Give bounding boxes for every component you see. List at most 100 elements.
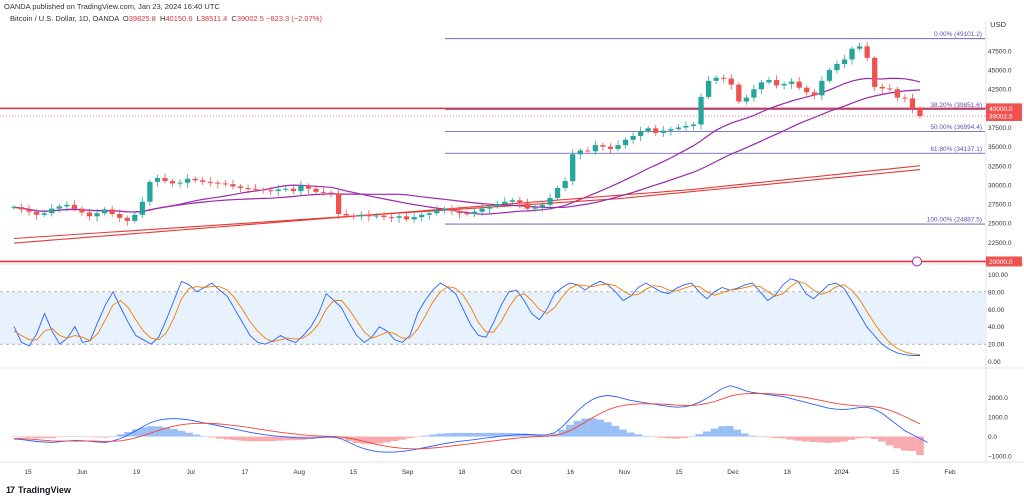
candle-body	[841, 59, 848, 64]
currency-label: USD	[990, 20, 1006, 29]
fib-level-label: 50.00% (36994.4)	[930, 124, 982, 131]
macd-histogram-bar	[63, 436, 72, 437]
candle-body	[638, 131, 644, 136]
candle-body	[449, 208, 455, 211]
macd-histogram-bar	[855, 436, 863, 439]
macd-histogram-bar	[725, 425, 734, 437]
candle-body	[426, 213, 432, 215]
candle-body	[796, 81, 802, 88]
macd-histogram-bar	[832, 436, 841, 443]
candle-body	[660, 130, 666, 133]
candle-body	[471, 211, 478, 215]
candle-body	[162, 178, 168, 182]
candle-body	[554, 187, 561, 198]
candle-body	[509, 200, 515, 202]
macd-histogram-bar	[253, 436, 262, 442]
macd-histogram-bar	[710, 428, 719, 437]
candle-body	[721, 77, 727, 79]
candle-body	[456, 210, 463, 214]
macd-histogram-bar	[756, 436, 764, 438]
tradingview-logo-icon: 17	[6, 485, 15, 495]
time-tick-label: 19	[133, 469, 141, 476]
candle-body	[117, 214, 123, 218]
macd-histogram-bar	[132, 429, 140, 437]
candle-body	[185, 178, 191, 183]
candle-body	[539, 204, 546, 208]
price-label-text: 39002.5	[989, 114, 1013, 121]
candle-body	[351, 215, 357, 217]
macd-histogram-bar	[680, 436, 688, 438]
candle-body	[653, 128, 659, 133]
macd-histogram-bar	[741, 433, 749, 437]
candle-body	[101, 209, 108, 214]
candle-body	[222, 183, 229, 185]
time-tick-label: Dec	[727, 469, 739, 476]
candle-body	[64, 204, 70, 207]
macd-histogram-bar	[664, 436, 673, 439]
stoch-tick-label: 100.00	[988, 272, 1008, 279]
symbol-title: Bitcoin / U.S. Dollar, 1D, OANDA	[10, 14, 119, 23]
macd-histogram-bar	[48, 436, 56, 439]
price-label-box	[986, 111, 1022, 122]
macd-histogram-bar	[718, 426, 726, 437]
candle-body	[49, 208, 55, 214]
macd-histogram-bar	[375, 436, 384, 444]
candle-body	[856, 46, 863, 49]
macd-histogram-bar	[154, 426, 163, 437]
candle-body	[728, 78, 734, 85]
brand-name: TradingView	[18, 485, 71, 495]
candle-body	[396, 216, 402, 218]
macd-histogram-bar	[489, 432, 498, 437]
candle-body	[849, 48, 855, 60]
macd-histogram-bar	[78, 436, 87, 437]
macd-histogram-bar	[124, 431, 133, 437]
macd-histogram-bar	[779, 436, 787, 439]
macd-histogram-bar	[398, 436, 407, 440]
macd-histogram-bar	[269, 436, 277, 442]
macd-histogram-bar	[900, 436, 909, 451]
macd-histogram-bar	[733, 429, 742, 437]
macd-histogram-bar	[71, 436, 79, 437]
macd-histogram-bar	[40, 436, 49, 439]
candle-body	[570, 154, 576, 182]
candle-body	[547, 197, 553, 205]
candle-body	[675, 127, 682, 130]
change-value: −823.3 (−2.07%)	[266, 14, 322, 23]
macd-histogram-bar	[649, 436, 658, 438]
macd-histogram-bar	[413, 436, 422, 438]
candle-body	[41, 213, 47, 215]
macd-histogram-bar	[482, 432, 490, 437]
candle-body	[373, 215, 380, 217]
candle-body	[577, 150, 583, 155]
macd-histogram-bar	[17, 436, 26, 438]
price-label-text: 20000.0	[989, 259, 1013, 266]
candle-body	[283, 188, 289, 190]
macd-histogram-bar	[223, 436, 231, 440]
candle-body	[109, 209, 115, 215]
macd-histogram-bar	[535, 435, 544, 437]
tradingview-brand[interactable]: 17 TradingView	[6, 485, 71, 495]
candle-body	[18, 207, 25, 210]
macd-histogram-bar	[642, 435, 650, 437]
candle-body	[441, 208, 447, 211]
macd-histogram-bar	[893, 436, 901, 449]
macd-histogram-bar	[147, 426, 155, 437]
stoch-d-line	[13, 280, 921, 356]
price-label-box	[986, 103, 1022, 114]
macd-histogram-bar	[672, 436, 681, 439]
candle-body	[668, 129, 674, 131]
candle-body	[139, 201, 145, 215]
macd-histogram-bar	[451, 432, 460, 437]
time-tick-label: Jul	[187, 469, 196, 476]
macd-histogram-bar	[520, 433, 528, 437]
candle-body	[902, 97, 908, 99]
macd-histogram-bar	[657, 436, 665, 438]
stoch-tick-label: 0.00	[988, 359, 1001, 366]
candle-body	[502, 201, 508, 205]
close-value: 39002.5	[236, 14, 264, 23]
dividend-marker-icon	[912, 256, 922, 267]
macd-histogram-bar	[238, 436, 247, 441]
price-tick-label: 25000.0	[988, 221, 1012, 228]
macd-histogram-bar	[345, 436, 353, 442]
